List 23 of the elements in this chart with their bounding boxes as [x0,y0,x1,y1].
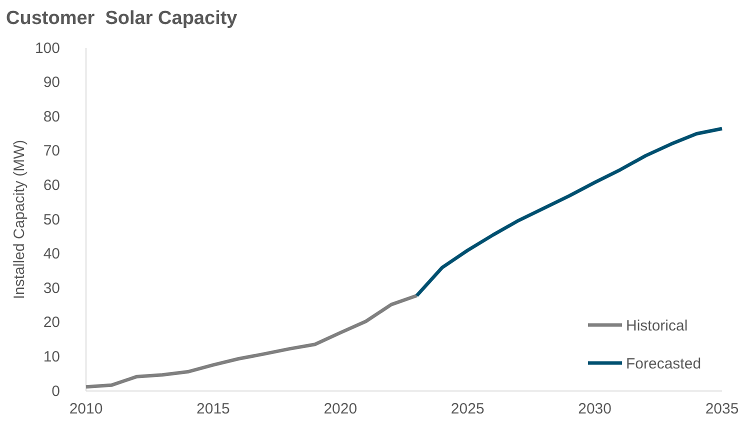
x-tick-label: 2030 [578,400,612,418]
legend-label: Forecasted [626,355,702,372]
y-tick-label: 100 [34,40,60,57]
y-tick-label: 60 [43,177,60,194]
y-tick-label: 20 [43,314,60,332]
line-series [414,126,724,298]
y-tick-label: 50 [43,211,60,228]
x-tick-label: 2015 [196,400,230,418]
line-series [84,294,418,389]
x-tick-label: 2020 [324,400,358,418]
y-tick-label: 80 [43,108,60,126]
x-tick-label: 2010 [69,400,103,418]
x-tick-label: 2035 [705,400,739,418]
y-tick-label: 10 [43,348,60,366]
y-axis-title: Installed Capacity (MW) [11,140,28,300]
chart-title: Customer Solar Capacity [6,8,238,29]
y-tick-label: 70 [43,142,60,160]
x-tick-label: 2025 [450,400,484,418]
y-tick-label: 40 [43,246,60,263]
legend-label: Historical [626,317,688,334]
y-tick-label: 90 [43,74,60,92]
y-tick-label: 30 [43,280,60,297]
y-tick-label: 0 [52,382,60,400]
